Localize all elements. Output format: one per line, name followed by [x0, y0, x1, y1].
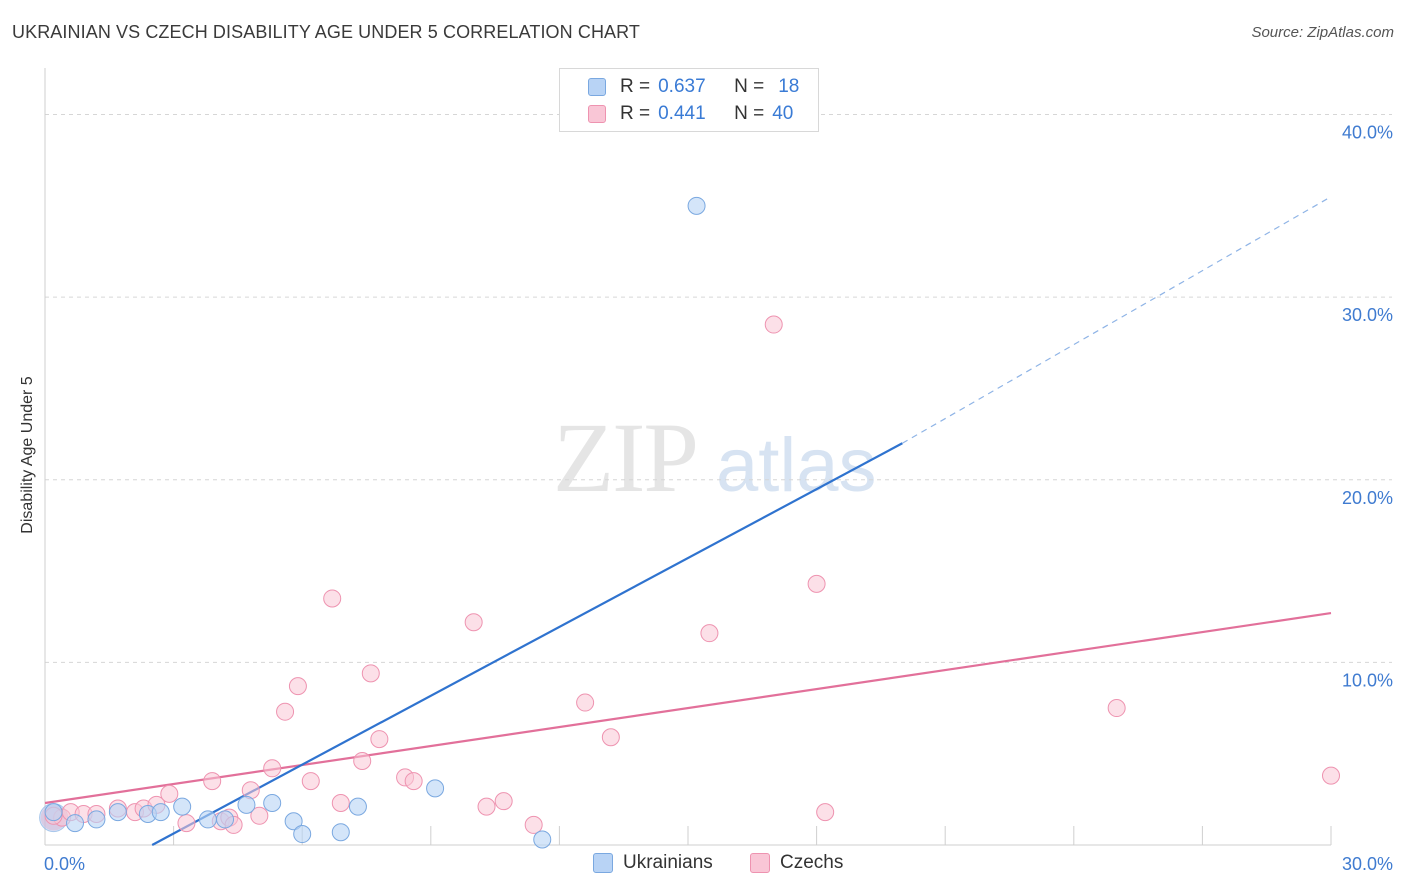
czechs-point: [1322, 766, 1340, 785]
ukrainians-point: [293, 825, 312, 844]
czechs-point: [494, 792, 513, 811]
czechs-point: [464, 613, 483, 632]
ukrainians-point: [44, 803, 63, 822]
czechs-point: [160, 784, 179, 803]
czechs-point: [816, 803, 835, 822]
czechs-point: [477, 797, 496, 816]
ukrainians-point: [426, 779, 445, 798]
legend-row-ukrainians: R = 0.637 N = 18: [588, 75, 799, 99]
watermark-atlas: atlas: [716, 423, 877, 508]
grid-lines: [45, 114, 1392, 663]
czechs-point: [370, 730, 389, 749]
ukrainians-point: [284, 812, 303, 831]
czechs-point: [331, 793, 350, 812]
data-points: [39, 196, 1340, 849]
ukrainians-point: [348, 797, 367, 816]
bottom-legend-ukrainians: Ukrainians: [593, 852, 713, 874]
bottom-czechs-label: Czechs: [780, 852, 844, 873]
ukrainians-point: [108, 803, 127, 822]
correlation-legend: R = 0.637 N = 18 R = 0.441 N = 40: [559, 68, 819, 132]
czechs-point: [250, 806, 269, 825]
x-tick-label-min: 0.0%: [44, 854, 85, 874]
y-tick-label: 30.0%: [1342, 305, 1393, 325]
ukrainians-point: [533, 830, 552, 849]
czechs-point: [177, 814, 196, 833]
axes: [44, 68, 1332, 846]
ukrainians-point: [216, 810, 235, 829]
watermark-zip: ZIP: [553, 402, 699, 513]
y-tick-label: 40.0%: [1342, 123, 1393, 143]
ukrainians-point: [331, 823, 350, 842]
czechs-r-label: R =: [620, 103, 651, 124]
ukrainians-swatch: [588, 78, 606, 96]
ukrainians-trend-extension: [902, 196, 1332, 444]
czechs-trend-line: [44, 611, 1332, 805]
source-label: Source: ZipAtlas.com: [1251, 24, 1394, 41]
bottom-legend-czechs: Czechs: [750, 852, 843, 874]
czechs-point: [807, 574, 826, 593]
legend-row-czechs: R = 0.441 N = 40: [588, 102, 793, 126]
ukrainians-r-value: 0.637: [658, 76, 706, 97]
czechs-point: [301, 772, 320, 791]
czechs-point: [524, 815, 543, 834]
czechs-point: [263, 759, 282, 778]
czechs-point: [323, 589, 342, 608]
czechs-n-value: 40: [772, 103, 794, 124]
ukrainians-point: [198, 810, 217, 829]
y-tick-label: 10.0%: [1342, 670, 1393, 690]
czechs-point: [276, 702, 295, 721]
ukrainians-point: [87, 810, 106, 829]
czechs-n-label: N =: [734, 103, 765, 124]
tick-labels: 10.0% 20.0% 30.0% 40.0% 0.0% 30.0%: [44, 123, 1393, 874]
czechs-point: [404, 772, 423, 791]
ukrainians-point: [151, 803, 170, 822]
ukrainians-n-value: 18: [778, 76, 800, 97]
czechs-point: [700, 624, 719, 643]
bottom-czechs-swatch: [750, 853, 770, 873]
bottom-ukrainians-label: Ukrainians: [623, 852, 713, 873]
ukrainians-trend-line: [151, 442, 903, 846]
czechs-point: [576, 693, 595, 712]
x-tick-label-max: 30.0%: [1342, 854, 1393, 874]
trend-lines: [44, 196, 1332, 846]
y-tick-label: 20.0%: [1342, 488, 1393, 508]
ukrainians-point: [66, 814, 85, 833]
czechs-point: [353, 751, 372, 770]
ukrainians-point: [237, 795, 256, 814]
ukrainians-point: [173, 797, 192, 816]
czechs-point: [203, 772, 222, 791]
ukrainians-point: [263, 793, 282, 812]
ukrainians-r-label: R =: [620, 76, 651, 97]
czechs-point: [764, 315, 783, 334]
czechs-point: [288, 677, 307, 696]
czechs-swatch: [588, 105, 606, 123]
ukrainians-point: [687, 196, 706, 215]
czechs-point: [361, 664, 380, 683]
bottom-ukrainians-swatch: [593, 853, 613, 873]
chart-title: UKRAINIAN VS CZECH DISABILITY AGE UNDER …: [12, 22, 641, 42]
czechs-point: [601, 728, 620, 747]
czechs-r-value: 0.441: [658, 103, 706, 124]
ukrainians-n-label: N =: [734, 76, 765, 97]
czechs-point: [1107, 699, 1126, 718]
